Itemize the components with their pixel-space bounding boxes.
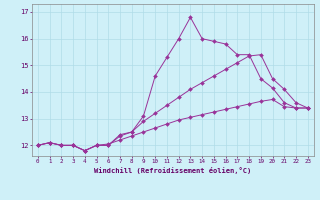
X-axis label: Windchill (Refroidissement éolien,°C): Windchill (Refroidissement éolien,°C) bbox=[94, 167, 252, 174]
